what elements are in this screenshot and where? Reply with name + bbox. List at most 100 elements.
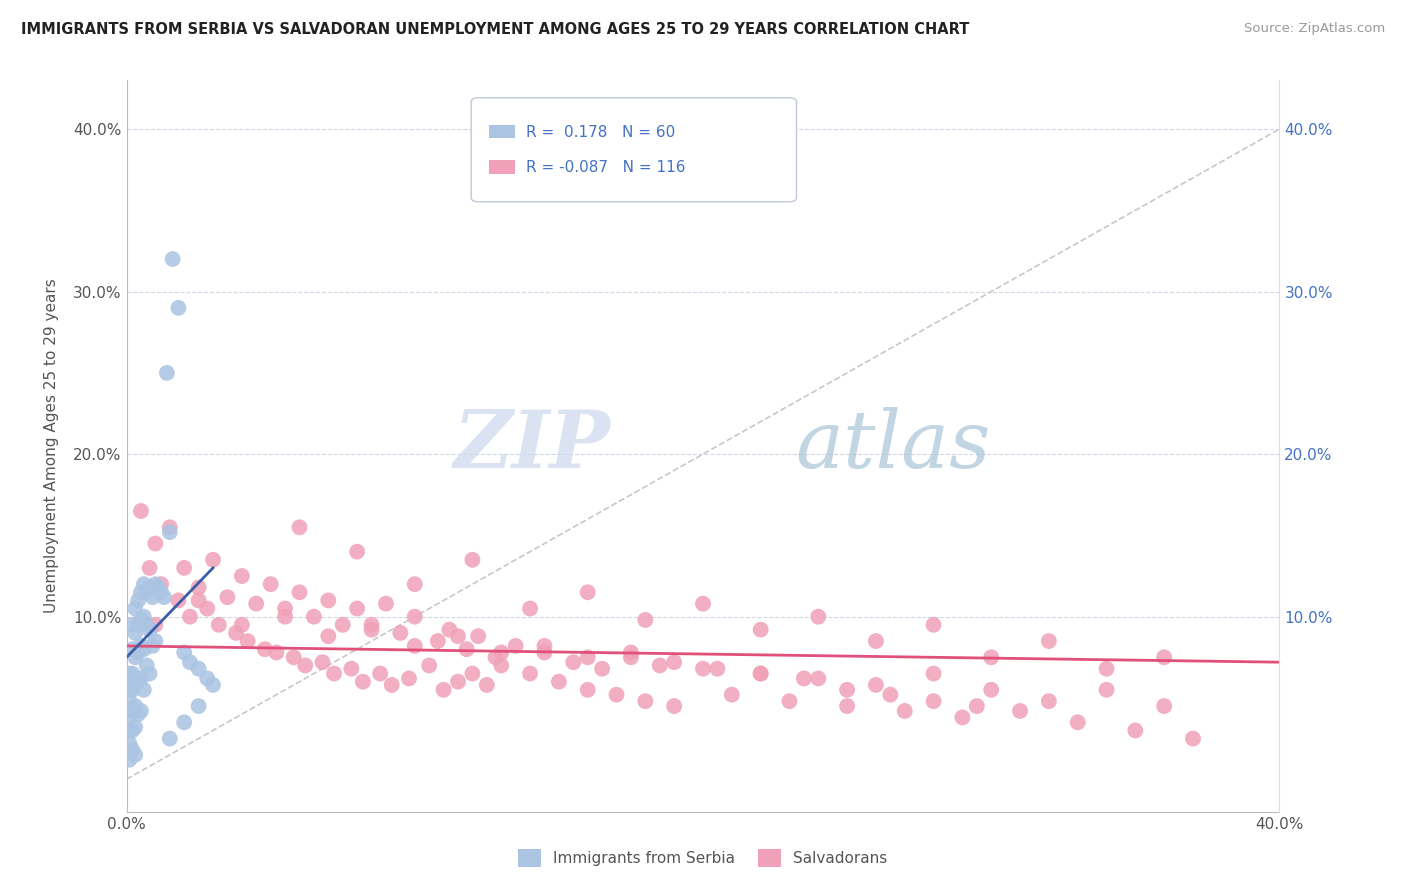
Point	[145, 577, 166, 591]
Point	[980, 682, 1002, 697]
Point	[245, 597, 267, 611]
Point	[533, 639, 555, 653]
Point	[519, 601, 541, 615]
Point	[620, 645, 643, 659]
Point	[576, 682, 599, 697]
Point	[127, 593, 149, 607]
Point	[894, 704, 917, 718]
Point	[129, 672, 152, 686]
Point	[576, 650, 599, 665]
Point	[225, 626, 247, 640]
Point	[135, 585, 157, 599]
Point	[749, 666, 772, 681]
Point	[398, 672, 420, 686]
Point	[118, 666, 141, 681]
Point	[491, 645, 513, 659]
Point	[346, 544, 368, 558]
Text: IMMIGRANTS FROM SERBIA VS SALVADORAN UNEMPLOYMENT AMONG AGES 25 TO 29 YEARS CORR: IMMIGRANTS FROM SERBIA VS SALVADORAN UNE…	[21, 22, 970, 37]
Point	[150, 577, 173, 591]
Point	[340, 662, 363, 676]
Point	[274, 609, 297, 624]
Point	[138, 666, 160, 681]
Point	[231, 617, 253, 632]
Point	[121, 743, 143, 757]
Point	[505, 639, 527, 653]
Point	[138, 623, 160, 637]
Point	[145, 634, 166, 648]
Point	[135, 658, 157, 673]
Text: atlas: atlas	[796, 408, 991, 484]
Point	[332, 617, 354, 632]
Point	[879, 688, 901, 702]
Point	[562, 655, 585, 669]
Point	[381, 678, 404, 692]
Point	[461, 666, 484, 681]
Point	[159, 525, 181, 540]
Point	[187, 662, 209, 676]
Point	[456, 642, 478, 657]
Point	[475, 678, 498, 692]
Point	[195, 601, 218, 615]
Point	[179, 655, 201, 669]
Point	[706, 662, 728, 676]
Point	[118, 682, 141, 697]
Point	[368, 666, 391, 681]
Point	[447, 629, 470, 643]
Point	[145, 617, 166, 632]
Point	[129, 504, 152, 518]
Point	[283, 650, 305, 665]
Point	[121, 682, 143, 697]
Point	[461, 553, 484, 567]
Point	[129, 639, 152, 653]
Point	[121, 704, 143, 718]
Point	[620, 650, 643, 665]
Point	[352, 674, 374, 689]
Point	[779, 694, 801, 708]
Point	[124, 699, 146, 714]
Point	[491, 658, 513, 673]
Point	[966, 699, 988, 714]
Point	[132, 642, 155, 657]
Point	[202, 553, 225, 567]
Point	[162, 252, 184, 266]
Point	[807, 609, 830, 624]
Point	[294, 658, 316, 673]
Point	[1038, 634, 1060, 648]
Point	[132, 609, 155, 624]
Point	[439, 623, 461, 637]
Point	[548, 674, 571, 689]
Point	[127, 617, 149, 632]
Point	[793, 672, 815, 686]
Point	[749, 666, 772, 681]
Point	[1067, 715, 1090, 730]
Point	[124, 626, 146, 640]
Point	[950, 710, 973, 724]
Point	[150, 585, 173, 599]
Point	[141, 590, 163, 604]
Point	[187, 699, 209, 714]
Point	[1125, 723, 1147, 738]
Point	[118, 753, 141, 767]
Point	[374, 597, 398, 611]
Point	[865, 678, 887, 692]
Point	[648, 658, 671, 673]
Point	[173, 715, 195, 730]
Point	[129, 585, 152, 599]
Point	[121, 723, 143, 738]
Point	[274, 601, 297, 615]
Point	[389, 626, 412, 640]
Text: ZIP: ZIP	[454, 408, 610, 484]
Point	[1095, 662, 1118, 676]
Point	[266, 645, 288, 659]
Point	[132, 682, 155, 697]
Point	[576, 585, 599, 599]
Point	[360, 617, 382, 632]
Point	[692, 597, 714, 611]
Point	[519, 666, 541, 681]
Point	[141, 639, 163, 653]
Point	[720, 688, 742, 702]
Point	[404, 577, 426, 591]
Point	[426, 634, 449, 648]
Point	[318, 593, 340, 607]
Point	[606, 688, 628, 702]
